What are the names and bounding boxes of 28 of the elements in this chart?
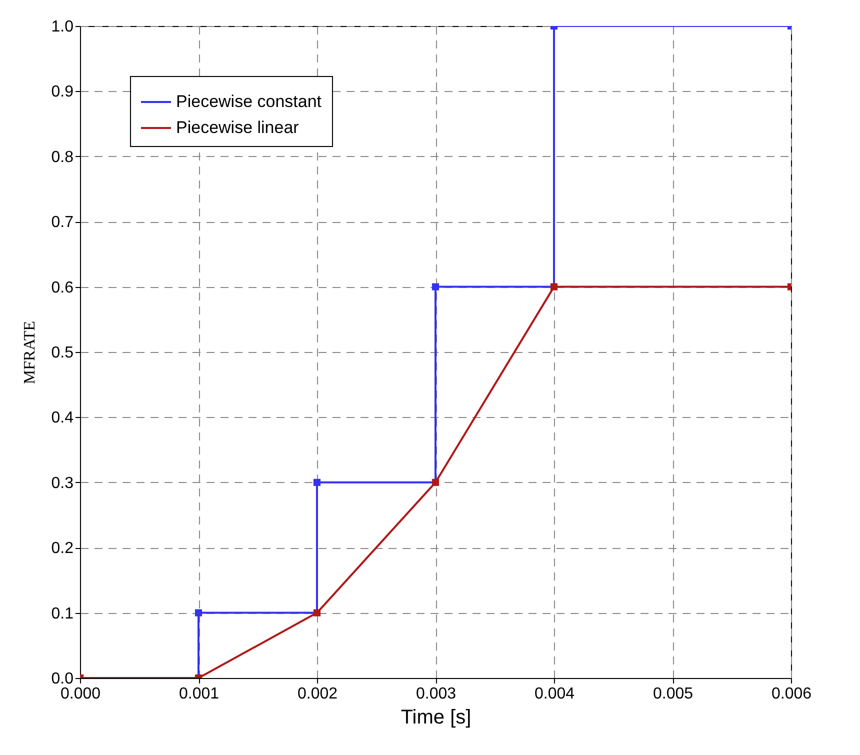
point: [313, 478, 321, 486]
x-tick-label: 0.003: [416, 686, 456, 702]
y-tick-label: 0.1: [51, 605, 74, 622]
legend-label: Piecewise linear: [176, 118, 300, 137]
y-tick-label: 0.4: [51, 410, 74, 427]
x-tick-label: 0.004: [534, 686, 575, 702]
y-tick-label: 0.9: [51, 84, 74, 101]
y-tick-label: 0.6: [51, 279, 74, 296]
point: [550, 283, 558, 290]
point: [194, 609, 202, 616]
x-tick-label: 0.005: [652, 686, 694, 702]
x-tick-label: 0.006: [771, 686, 812, 702]
x-tick-label: 0.001: [178, 686, 220, 702]
y-tick-label: 0.7: [51, 214, 74, 232]
y-tick-label: 0.5: [51, 344, 74, 362]
y-axis-title: MFRATE: [21, 320, 38, 384]
y-tick-label: 0.8: [51, 148, 74, 166]
point: [432, 283, 440, 290]
y-tick-label: 0.0: [51, 670, 74, 688]
x-axis-title: Time [s]: [400, 706, 472, 728]
y-tick-label: 1.0: [51, 18, 74, 36]
x-tick-label: 0.000: [60, 686, 101, 702]
legend-label: Piecewise constant: [176, 92, 322, 111]
point: [432, 478, 440, 486]
y-tick-label: 0.2: [51, 540, 74, 558]
y-tick-label: 0.3: [51, 474, 74, 492]
point: [313, 609, 321, 616]
x-tick-label: 0.002: [297, 686, 338, 702]
